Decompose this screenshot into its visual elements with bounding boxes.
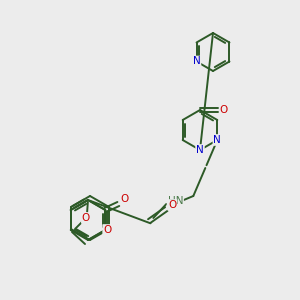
Text: HN: HN xyxy=(168,196,183,206)
Text: N: N xyxy=(193,56,200,67)
Text: O: O xyxy=(168,200,176,210)
Text: N: N xyxy=(213,135,221,145)
Text: O: O xyxy=(220,105,228,115)
Text: N: N xyxy=(196,145,204,155)
Text: O: O xyxy=(82,213,90,223)
Text: O: O xyxy=(103,225,111,235)
Text: O: O xyxy=(120,194,128,204)
